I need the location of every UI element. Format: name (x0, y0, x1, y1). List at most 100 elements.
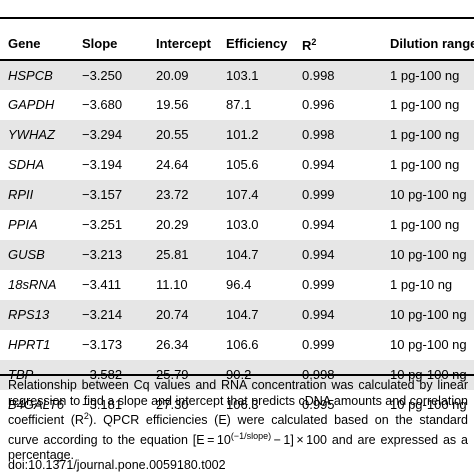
r-squared-cell: 0.996 (302, 97, 335, 112)
table-row: RPS13 −3.214 20.74 104.7 0.994 10 pg-100 ng (0, 300, 474, 330)
efficiency-cell: 107.4 (226, 180, 302, 210)
r-squared-cell: 0.999 (302, 337, 335, 352)
gene-cell: GUSB (0, 240, 82, 270)
slope-cell: −3.194 (82, 157, 123, 172)
slope-cell: −3.157 (82, 180, 156, 210)
footnote-text-3: and are expressed as a percentage. (8, 432, 468, 463)
formula-tail: − 1] × 100 (271, 432, 327, 447)
slope-cell: −3.181 (82, 397, 123, 412)
r-squared-cell: 0.999 (302, 180, 390, 210)
table-row: B4GALT6 −3.181 27.30 106.3 0.995 10 pg-100 ng (0, 390, 474, 420)
r-squared-cell: 0.998 (302, 120, 390, 150)
intercept-cell: 26.34 (156, 337, 189, 352)
dilution-range-cell: 1 pg-100 ng (390, 157, 460, 172)
dilution-range-cell: 10 pg-100 ng (390, 337, 467, 352)
table-row: YWHAZ −3.294 20.55 101.2 0.998 1 pg-100 ng (0, 120, 474, 150)
table-row: HPRT1 −3.173 26.34 106.6 0.999 10 pg-100 ng (0, 330, 474, 360)
intercept-cell: 23.72 (156, 180, 226, 210)
footnote-text-2: ). QPCR efficiencies (E) were calculated… (8, 413, 468, 447)
gene-cell: 18sRNA (8, 277, 57, 292)
r-squared-cell: 0.998 (302, 60, 390, 90)
table-bottom-rule (0, 374, 474, 376)
intercept-cell: 20.55 (156, 120, 226, 150)
qpcr-efficiency-table: Gene Slope Intercept Efficiency R2 Dilut… (0, 28, 474, 420)
col-header-dilution-range: Dilution range (390, 28, 474, 61)
dilution-range-cell: 1 pg-100 ng (390, 60, 474, 90)
intercept-cell: 20.29 (156, 217, 189, 232)
dilution-range-cell: 1 pg-100 ng (390, 120, 474, 150)
efficiency-cell: 106.3 (226, 397, 259, 412)
gene-cell: B4GALT6 (8, 397, 65, 412)
intercept-cell: 11.10 (156, 277, 188, 292)
slope-cell: −3.251 (82, 217, 123, 232)
slope-cell: −3.294 (82, 120, 156, 150)
table-footnote: Relationship between Cq values and RNA c… (8, 378, 468, 464)
slope-cell: −3.680 (82, 97, 123, 112)
gene-cell: HPRT1 (8, 337, 51, 352)
efficiency-cell: 103.0 (226, 217, 259, 232)
gene-cell: HSPCB (0, 60, 82, 90)
doi-link[interactable]: doi:10.1371/journal.pone.0059180.t002 (8, 458, 226, 472)
efficiency-cell: 104.7 (226, 300, 302, 330)
col-header-r-squared: R2 (302, 28, 390, 61)
efficiency-cell: 87.1 (226, 97, 252, 112)
dilution-range-cell: 1 pg-100 ng (390, 217, 460, 232)
efficiency-cell: 104.7 (226, 240, 302, 270)
r-squared-cell: 0.995 (302, 397, 335, 412)
slope-cell: −3.250 (82, 60, 156, 90)
r-squared-cell: 0.994 (302, 300, 390, 330)
slope-cell: −3.213 (82, 240, 156, 270)
table-row: HSPCB −3.250 20.09 103.1 0.998 1 pg-100 ng (0, 60, 474, 90)
dilution-range-cell: 10 pg-100 ng (390, 300, 474, 330)
dilution-range-cell: 10 pg-100 ng (390, 397, 467, 412)
dilution-range-cell: 1 pg-100 ng (390, 97, 460, 112)
dilution-range-cell: 1 pg-10 ng (390, 277, 453, 292)
gene-cell: SDHA (8, 157, 45, 172)
dilution-range-cell: 10 pg-100 ng (390, 240, 474, 270)
slope-cell: −3.214 (82, 300, 156, 330)
r-squared-cell: 0.999 (302, 277, 335, 292)
table-body: HSPCB −3.250 20.09 103.1 0.998 1 pg-100 ng GAP… (0, 60, 474, 420)
efficiency-cell: 101.2 (226, 120, 302, 150)
efficiency-cell: 106.6 (226, 337, 259, 352)
table-header-row: Gene Slope Intercept Efficiency R2 Dilut… (0, 28, 474, 61)
efficiency-cell: 105.6 (226, 157, 259, 172)
intercept-cell: 20.74 (156, 300, 226, 330)
table-top-rule (0, 17, 474, 19)
intercept-cell: 19.56 (156, 97, 189, 112)
footnote-text-1: Relationship between Cq values and RNA c… (8, 378, 468, 427)
col-header-slope: Slope (82, 28, 156, 61)
formula-lead: [E = 10 (192, 432, 231, 447)
table-row: SDHA −3.194 24.64 105.6 0.994 1 pg-100 ng (0, 150, 474, 180)
col-header-intercept: Intercept (156, 28, 226, 61)
r-squared-cell: 0.994 (302, 240, 390, 270)
gene-cell: RPS13 (0, 300, 82, 330)
intercept-cell: 24.64 (156, 157, 189, 172)
efficiency-formula: [E = 10(−1/slope) − 1] × 100 (192, 430, 327, 447)
r-squared-cell: 0.994 (302, 157, 335, 172)
dilution-range-cell: 10 pg-100 ng (390, 180, 474, 210)
gene-cell: GAPDH (8, 97, 55, 112)
intercept-cell: 27.30 (156, 397, 189, 412)
gene-cell: PPIA (8, 217, 38, 232)
table-row: PPIA −3.251 20.29 103.0 0.994 1 pg-100 ng (0, 210, 474, 240)
table-row: 18sRNA −3.411 11.10 96.4 0.999 1 pg-10 ng (0, 270, 474, 300)
gene-cell: YWHAZ (0, 120, 82, 150)
col-header-efficiency: Efficiency (226, 28, 302, 61)
col-header-gene: Gene (0, 28, 82, 61)
intercept-cell: 20.09 (156, 60, 226, 90)
table-row: RPII −3.157 23.72 107.4 0.999 10 pg-100 ng (0, 180, 474, 210)
r-squared-cell: 0.994 (302, 217, 335, 232)
footnote-r-superscript: 2 (83, 411, 89, 421)
r-label: R (302, 37, 312, 53)
table-row: GUSB −3.213 25.81 104.7 0.994 10 pg-100 ng (0, 240, 474, 270)
gene-cell: RPII (0, 180, 82, 210)
table-row: GAPDH −3.680 19.56 87.1 0.996 1 pg-100 ng (0, 90, 474, 120)
slope-cell: −3.411 (82, 277, 122, 292)
r-superscript: 2 (311, 36, 317, 47)
intercept-cell: 25.81 (156, 240, 226, 270)
formula-exponent: (−1/slope) (230, 430, 272, 441)
slope-cell: −3.173 (82, 337, 123, 352)
efficiency-cell: 96.4 (226, 277, 252, 292)
efficiency-cell: 103.1 (226, 60, 302, 90)
